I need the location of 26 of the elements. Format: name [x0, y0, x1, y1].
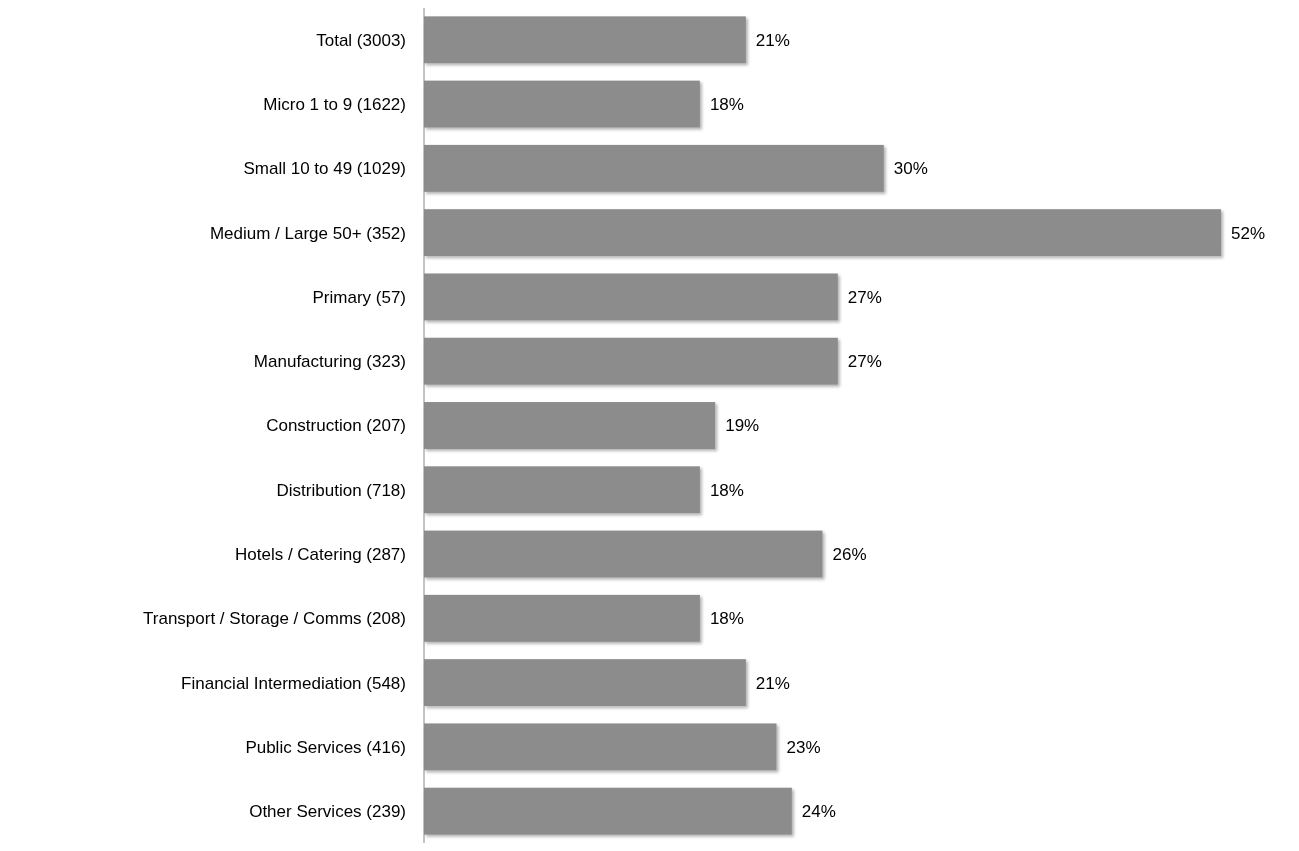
y-tick-label: Small 10 to 49 (1029)	[243, 159, 406, 179]
data-label: 21%	[755, 30, 790, 50]
y-tick-label: Hotels / Catering (287)	[234, 545, 406, 565]
data-label: 18%	[709, 480, 744, 500]
y-tick-label: Medium / Large 50+ (352)	[209, 223, 406, 243]
data-label: 52%	[1231, 223, 1266, 243]
data-label: 19%	[725, 416, 760, 436]
data-label: 18%	[709, 95, 744, 115]
data-label: 24%	[801, 802, 836, 822]
data-label: 26%	[832, 545, 867, 565]
data-label: 27%	[847, 352, 882, 372]
data-label: 21%	[755, 673, 790, 693]
y-tick-label: Financial Intermediation (548)	[181, 673, 406, 693]
y-tick-label: Transport / Storage / Comms (208)	[143, 609, 406, 629]
data-label: 23%	[786, 737, 821, 757]
y-tick-label: Total (3003)	[316, 30, 406, 50]
data-label: 30%	[893, 159, 928, 179]
y-tick-label: Distribution (718)	[276, 480, 406, 500]
y-tick-label: Public Services (416)	[245, 737, 406, 757]
y-tick-label: Other Services (239)	[249, 802, 406, 822]
y-tick-label: Manufacturing (323)	[253, 352, 406, 372]
y-tick-label: Construction (207)	[266, 416, 406, 436]
y-tick-label: Micro 1 to 9 (1622)	[263, 95, 406, 115]
data-label: 18%	[709, 609, 744, 629]
data-label: 27%	[847, 287, 882, 307]
y-tick-label: Primary (57)	[312, 287, 406, 307]
